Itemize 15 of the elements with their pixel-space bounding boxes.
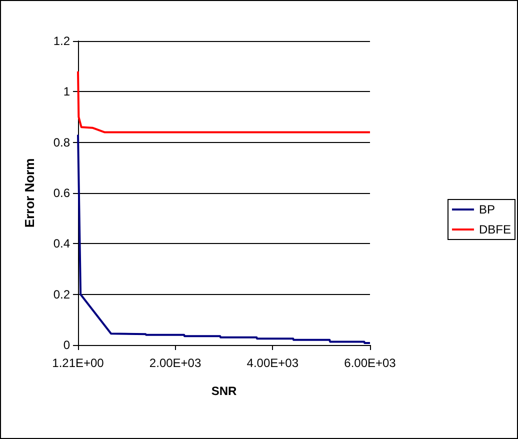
y-tick-label: 0 (63, 338, 70, 352)
y-tick-label: 0.6 (53, 186, 70, 200)
y-tick-label: 1.2 (53, 34, 70, 48)
y-tick-label: 0.4 (53, 236, 70, 251)
legend-label: BP (478, 202, 496, 216)
y-axis-title: Error Norm (22, 158, 37, 228)
x-tick-label: 6.00E+03 (344, 356, 396, 370)
y-tick-label: 1 (63, 84, 70, 99)
x-tick-label: 1.21E+00 (52, 356, 104, 370)
x-tick-label: 2.00E+03 (149, 356, 202, 370)
legend-label: DBFE (478, 222, 512, 236)
x-tick-label: 4.00E+03 (246, 356, 299, 370)
y-tick-label: 0.2 (53, 287, 70, 302)
y-tick-label: 0.8 (53, 135, 70, 150)
x-axis-title: SNR (211, 384, 237, 398)
